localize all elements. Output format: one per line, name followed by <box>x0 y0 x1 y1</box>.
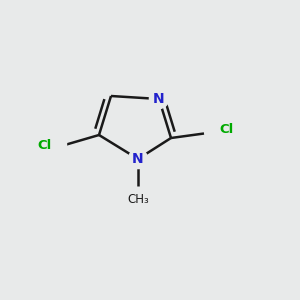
Text: Cl: Cl <box>38 139 52 152</box>
Circle shape <box>128 149 148 169</box>
Circle shape <box>149 89 169 109</box>
FancyBboxPatch shape <box>24 139 66 153</box>
Text: N: N <box>132 152 144 166</box>
FancyBboxPatch shape <box>208 122 244 136</box>
Text: CH₃: CH₃ <box>127 193 149 206</box>
Text: Cl: Cl <box>219 123 234 136</box>
Text: N: N <box>153 92 165 106</box>
